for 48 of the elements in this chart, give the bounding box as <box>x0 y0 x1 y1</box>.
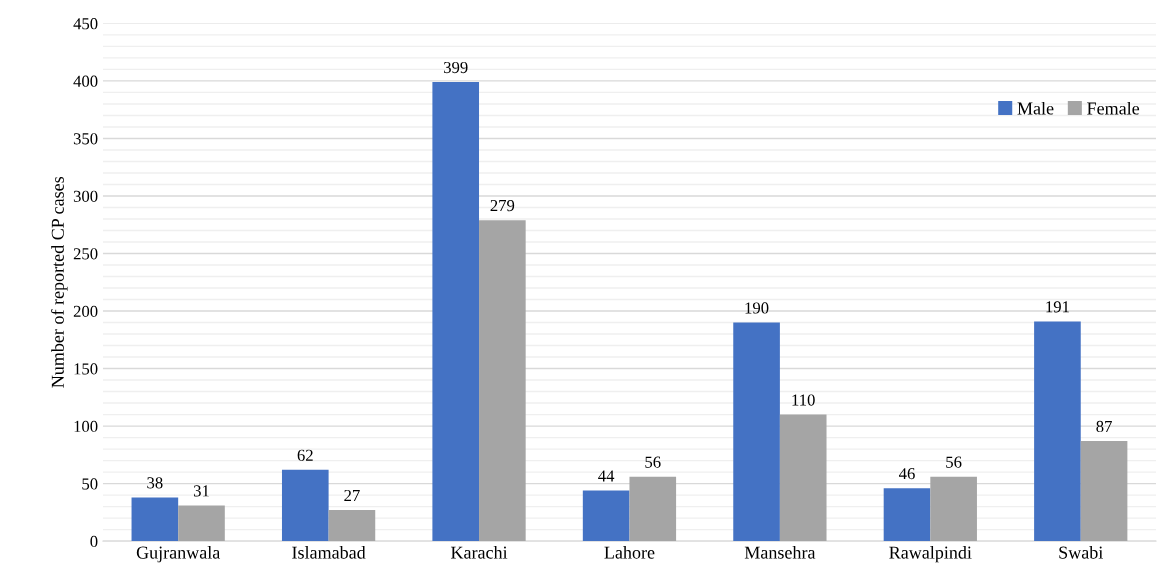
bar <box>733 322 780 542</box>
bar <box>178 505 225 542</box>
bar <box>479 220 526 542</box>
y-tick-label: 300 <box>73 190 98 202</box>
data-label: 191 <box>1046 301 1069 313</box>
bar <box>930 476 977 542</box>
data-label: 27 <box>344 489 360 501</box>
data-label: 31 <box>193 485 209 497</box>
y-tick-label: 150 <box>74 363 98 375</box>
bar <box>131 497 179 542</box>
x-tick-label: Rawalpindi <box>889 545 972 563</box>
data-label: 279 <box>490 199 515 212</box>
bar <box>629 476 677 542</box>
bar <box>582 490 630 542</box>
y-tick-label: 350 <box>73 133 98 145</box>
y-axis-title: Number of reported CP cases <box>50 176 68 388</box>
x-tick-label: Islamabad <box>292 545 366 559</box>
data-label: 56 <box>946 456 962 468</box>
data-label: 38 <box>147 477 163 489</box>
bar <box>1080 441 1128 542</box>
x-tick-label: Gujranwala <box>136 545 221 563</box>
bar <box>281 469 329 542</box>
x-tick-label: Mansehra <box>744 545 816 559</box>
data-label: 56 <box>645 456 661 468</box>
data-label: 44 <box>598 470 615 482</box>
data-label: 87 <box>1096 420 1112 433</box>
data-label: 110 <box>792 394 815 406</box>
data-label: 62 <box>297 449 313 461</box>
bar <box>432 82 480 542</box>
y-tick-label: 0 <box>90 535 98 548</box>
data-label: 46 <box>898 468 915 480</box>
bar <box>883 488 931 542</box>
x-tick-label: Swabi <box>1059 545 1103 559</box>
legend-label: Male <box>1017 101 1054 115</box>
x-tick-label: Karachi <box>450 545 508 559</box>
y-tick-label: 400 <box>73 75 98 87</box>
y-tick-label: 450 <box>73 18 98 30</box>
data-label: 399 <box>444 61 468 74</box>
y-tick-label: 200 <box>73 305 98 317</box>
x-tick-label: Lahore <box>604 545 655 559</box>
bar <box>328 510 376 542</box>
bar <box>1034 321 1081 542</box>
bar <box>779 414 827 542</box>
y-tick-label: 50 <box>82 478 98 490</box>
y-tick-label: 250 <box>73 248 98 260</box>
data-label: 190 <box>745 302 769 314</box>
y-tick-label: 100 <box>74 420 98 433</box>
legend-label: Female <box>1087 101 1140 115</box>
